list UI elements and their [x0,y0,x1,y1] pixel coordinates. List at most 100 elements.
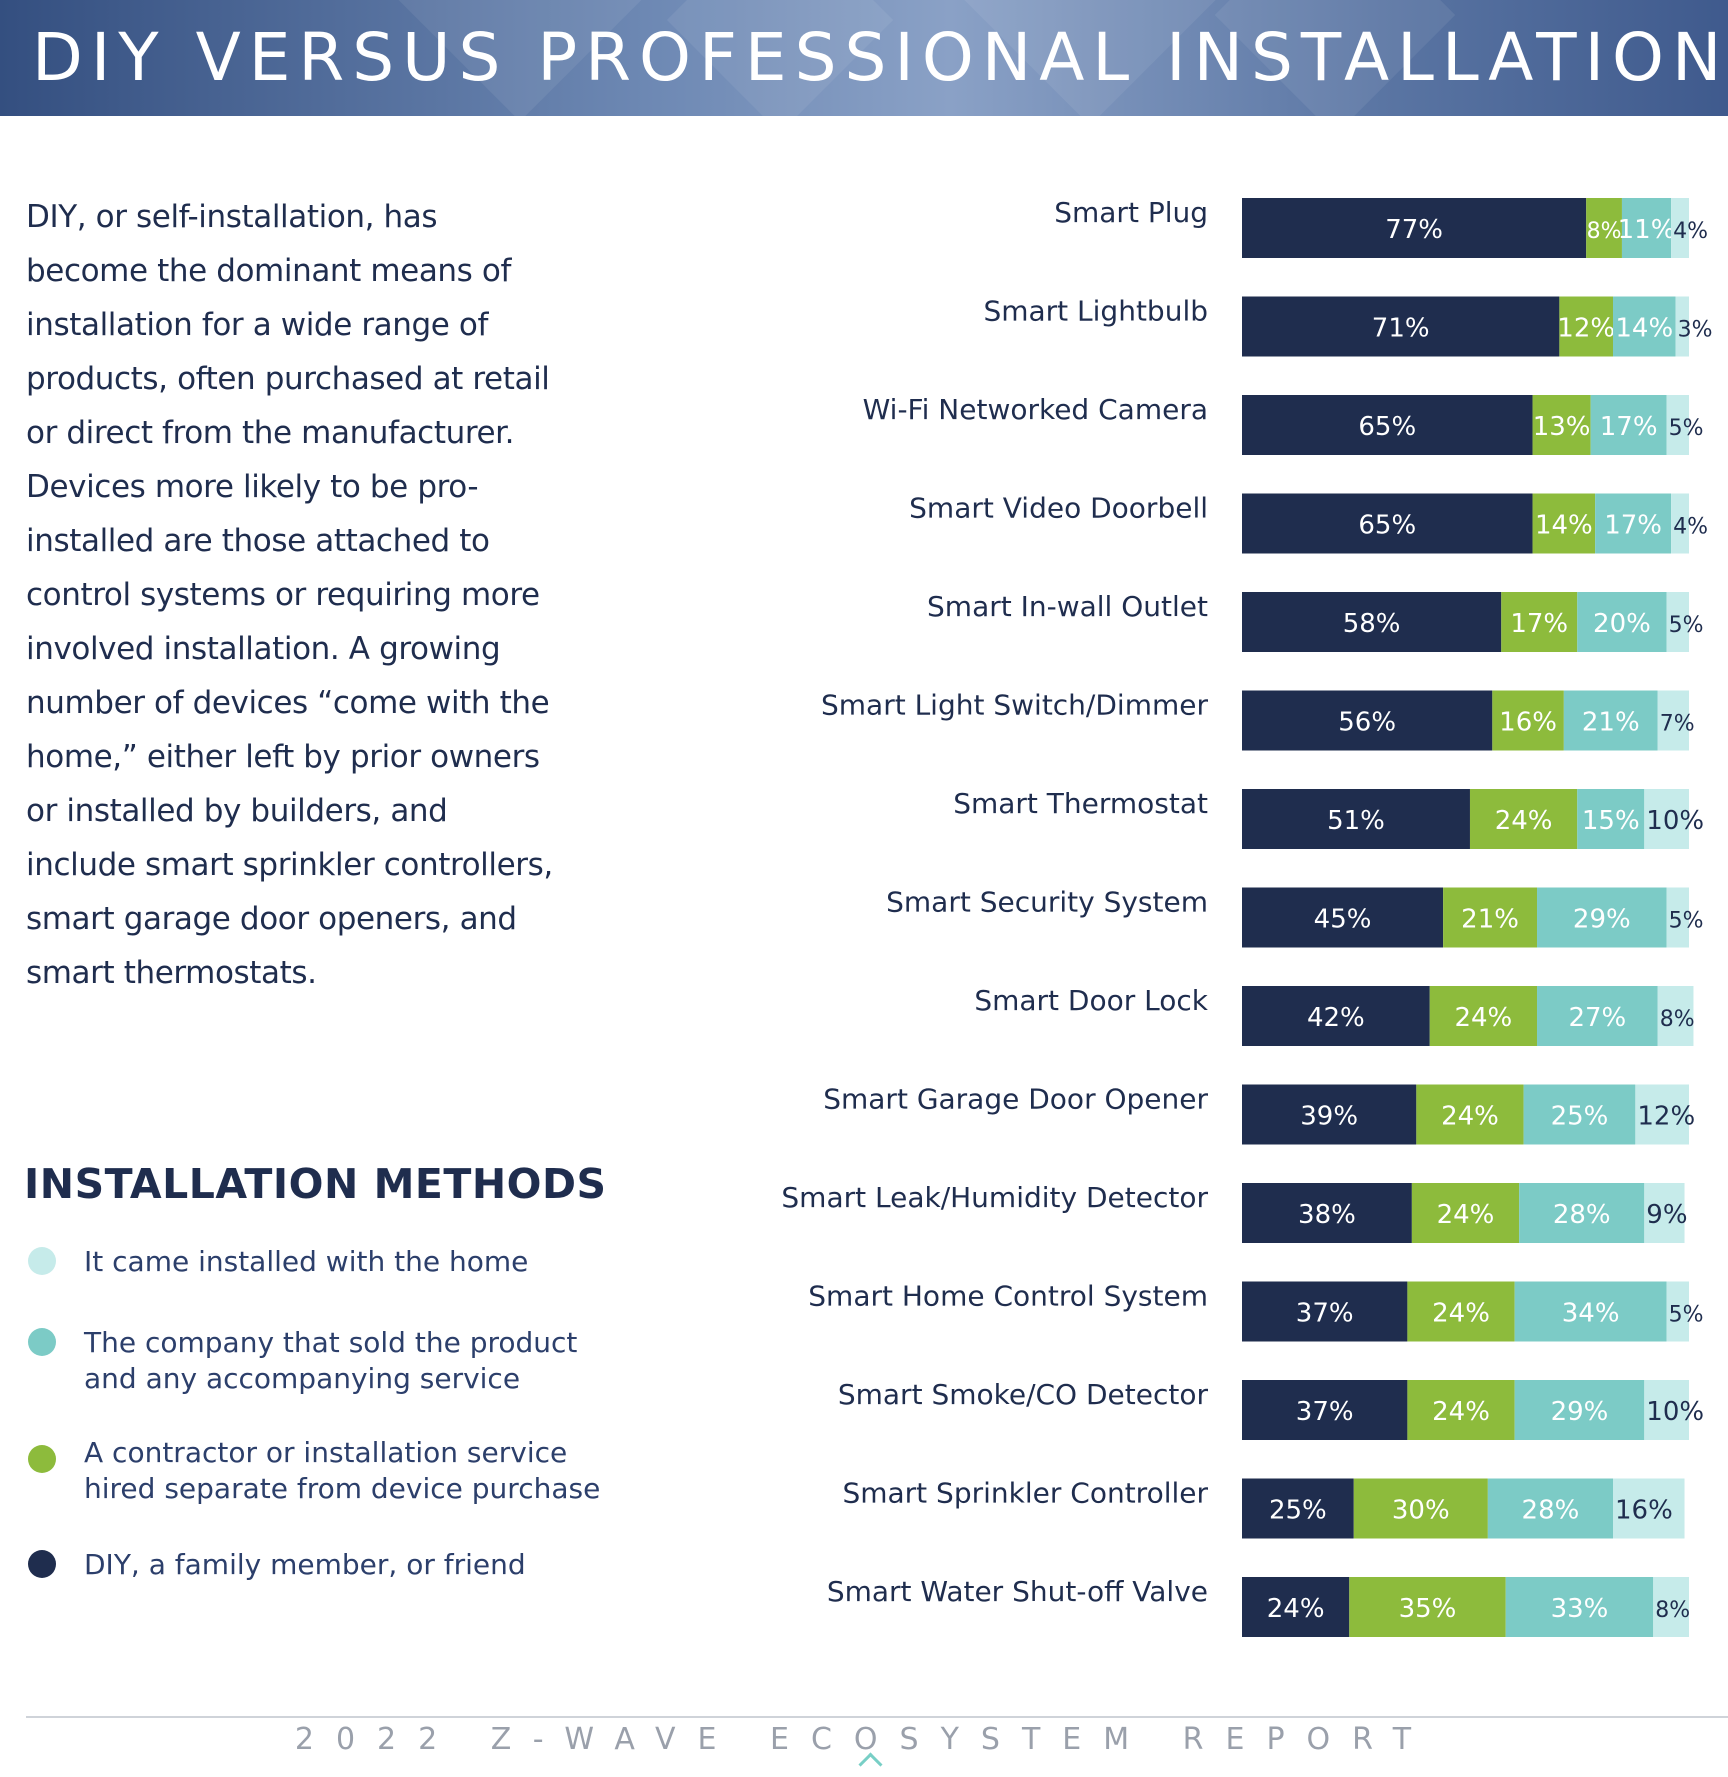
data-label-smart-light-switch-dimmer-s2: 21% [1582,708,1640,738]
data-label-smart-in-wall-outlet-s1: 17% [1510,609,1568,639]
bar-segment-smart-in-wall-outlet-s3 [1666,592,1689,652]
data-label-smart-sprinkler-controller-s2: 28% [1522,1496,1580,1526]
bar-segment-smart-home-control-system-s1 [1407,1281,1515,1342]
bar-segment-smart-water-shut-off-valve-s0 [1242,1577,1350,1637]
bar-segment-wi-fi-networked-camera-s0 [1242,395,1533,455]
data-label-wi-fi-networked-camera-s2: 17% [1600,412,1658,442]
category-label-smart-lightbulb: Smart Lightbulb [983,295,1208,328]
legend-label-came-with-home: It came installed with the home [84,1245,529,1278]
data-label-smart-lightbulb-s2: 14% [1615,314,1673,344]
bar-segment-smart-garage-door-opener-s2 [1523,1084,1636,1145]
bar-segment-smart-thermostat-s3 [1644,789,1689,849]
data-label-smart-smoke-co-detector-s2: 29% [1551,1397,1609,1427]
bar-segment-smart-plug-s3 [1671,198,1689,258]
bar-segment-smart-security-system-s2 [1537,887,1667,948]
data-label-smart-in-wall-outlet-s3: 5% [1669,613,1704,638]
category-label-smart-light-switch-dimmer: Smart Light Switch/Dimmer [821,689,1208,722]
data-label-smart-home-control-system-s0: 37% [1296,1299,1354,1329]
bar-segment-smart-light-switch-dimmer-s2 [1563,690,1658,751]
bar-segment-smart-plug-s2 [1621,198,1672,258]
data-label-smart-thermostat-s0: 51% [1327,806,1385,836]
bar-segment-smart-thermostat-s0 [1242,789,1470,849]
data-label-smart-water-shut-off-valve-s2: 33% [1551,1594,1609,1624]
data-label-smart-plug-s2: 11% [1618,215,1676,245]
bar-segment-smart-security-system-s0 [1242,887,1444,948]
data-label-smart-home-control-system-s2: 34% [1562,1299,1620,1329]
bar-segment-smart-in-wall-outlet-s1 [1501,592,1578,652]
legend-label-company-that-sold: The company that sold the product and an… [84,1326,578,1395]
bar-segment-smart-light-switch-dimmer-s1 [1492,690,1564,751]
data-label-smart-smoke-co-detector-s3: 10% [1646,1397,1704,1427]
category-label-smart-water-shut-off-valve: Smart Water Shut-off Valve [827,1575,1208,1608]
data-label-smart-lightbulb-s3: 3% [1678,318,1713,343]
data-label-smart-thermostat-s3: 10% [1646,806,1704,836]
bar-segment-smart-leak-humidity-detector-s0 [1242,1183,1412,1243]
category-label-smart-home-control-system: Smart Home Control System [808,1280,1208,1313]
bar-segment-smart-lightbulb-s2 [1613,296,1676,357]
legend-dot-company-that-sold [28,1328,56,1356]
bar-segment-smart-sprinkler-controller-s2 [1487,1478,1614,1539]
data-label-smart-smoke-co-detector-s1: 24% [1432,1397,1490,1427]
bar-segment-smart-leak-humidity-detector-s3 [1644,1183,1685,1243]
data-label-smart-door-lock-s0: 42% [1307,1003,1365,1033]
data-label-smart-security-system-s2: 29% [1573,905,1631,935]
data-label-smart-door-lock-s2: 27% [1568,1003,1626,1033]
bar-segment-smart-video-doorbell-s2 [1595,493,1672,554]
data-label-smart-door-lock-s1: 24% [1454,1003,1512,1033]
category-label-smart-thermostat: Smart Thermostat [953,787,1208,820]
bar-segment-smart-in-wall-outlet-s0 [1242,592,1502,652]
footer-report-title: 2022 Z-WAVE ECOSYSTEM REPORT [294,1722,1434,1757]
data-label-smart-security-system-s3: 5% [1669,909,1704,934]
bar-segment-smart-smoke-co-detector-s3 [1644,1380,1689,1440]
bar-segment-smart-plug-s1 [1586,198,1622,258]
intro-paragraph: DIY, or self-installation, has become th… [26,199,553,991]
data-label-smart-security-system-s1: 21% [1461,905,1519,935]
bar-segment-smart-smoke-co-detector-s1 [1407,1380,1515,1440]
data-label-smart-garage-door-opener-s3: 12% [1637,1102,1695,1132]
data-label-smart-lightbulb-s0: 71% [1372,314,1430,344]
data-label-smart-leak-humidity-detector-s2: 28% [1553,1200,1611,1230]
bar-segment-smart-video-doorbell-s3 [1671,493,1689,554]
bar-segment-smart-sprinkler-controller-s3 [1613,1478,1685,1539]
bar-segment-smart-home-control-system-s0 [1242,1281,1408,1342]
bar-segment-smart-lightbulb-s1 [1559,296,1614,357]
data-label-smart-sprinkler-controller-s3: 16% [1615,1496,1673,1526]
data-label-smart-leak-humidity-detector-s0: 38% [1298,1200,1356,1230]
data-label-smart-home-control-system-s3: 5% [1669,1303,1704,1328]
data-label-smart-video-doorbell-s0: 65% [1358,511,1416,541]
data-label-smart-garage-door-opener-s0: 39% [1300,1102,1358,1132]
data-label-smart-security-system-s0: 45% [1314,905,1372,935]
footer-divider [26,1716,1728,1718]
bar-segment-smart-thermostat-s2 [1577,789,1645,849]
category-label-wi-fi-networked-camera: Wi-Fi Networked Camera [863,393,1208,426]
bar-segment-smart-thermostat-s1 [1469,789,1578,849]
data-label-wi-fi-networked-camera-s3: 5% [1669,416,1704,441]
data-label-smart-water-shut-off-valve-s3: 8% [1655,1598,1690,1623]
category-label-smart-security-system: Smart Security System [886,886,1208,919]
data-label-smart-thermostat-s2: 15% [1582,806,1640,836]
data-label-smart-garage-door-opener-s1: 24% [1441,1102,1499,1132]
bar-segment-smart-light-switch-dimmer-s0 [1242,690,1493,751]
category-label-smart-sprinkler-controller: Smart Sprinkler Controller [842,1477,1208,1510]
data-label-wi-fi-networked-camera-s1: 13% [1533,412,1591,442]
data-label-smart-video-doorbell-s3: 4% [1673,515,1708,540]
data-label-smart-light-switch-dimmer-s1: 16% [1499,708,1557,738]
category-label-smart-door-lock: Smart Door Lock [974,984,1208,1017]
data-label-smart-home-control-system-s1: 24% [1432,1299,1490,1329]
bar-segment-smart-lightbulb-s3 [1675,296,1689,357]
legend-label-diy: DIY, a family member, or friend [84,1548,526,1581]
bar-segment-smart-light-switch-dimmer-s3 [1657,690,1689,751]
bar-segment-smart-home-control-system-s2 [1514,1281,1667,1342]
data-label-smart-smoke-co-detector-s0: 37% [1296,1397,1354,1427]
data-label-smart-plug-s1: 8% [1587,219,1622,244]
bar-segment-smart-in-wall-outlet-s2 [1577,592,1667,652]
category-label-smart-smoke-co-detector: Smart Smoke/CO Detector [838,1378,1209,1411]
data-label-smart-sprinkler-controller-s0: 25% [1269,1496,1327,1526]
category-label-smart-garage-door-opener: Smart Garage Door Opener [823,1083,1208,1116]
legend-dot-diy [28,1550,56,1578]
bar-segment-wi-fi-networked-camera-s3 [1666,395,1689,455]
data-label-smart-leak-humidity-detector-s1: 24% [1437,1200,1495,1230]
category-label-smart-leak-humidity-detector: Smart Leak/Humidity Detector [781,1181,1208,1214]
bar-segment-smart-plug-s0 [1242,198,1587,258]
